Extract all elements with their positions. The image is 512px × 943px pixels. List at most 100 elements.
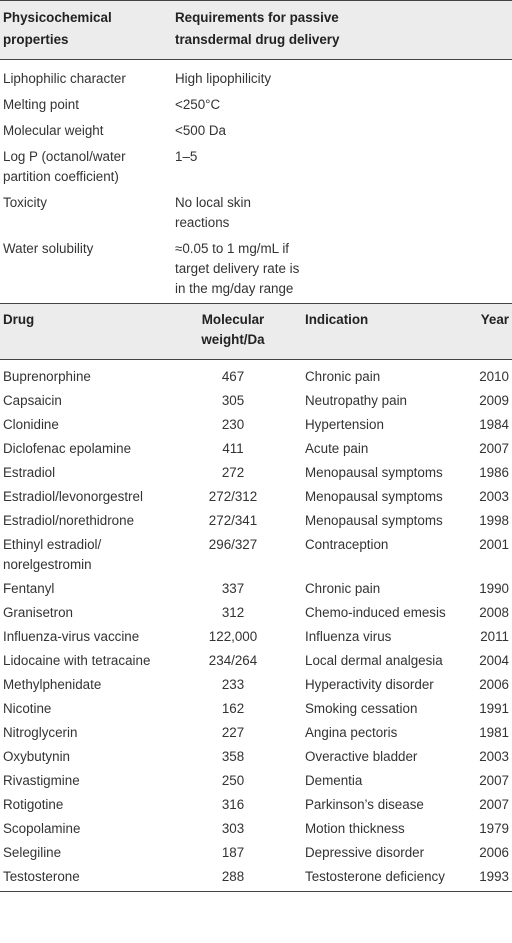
drug-cell: Testosterone [0, 865, 171, 892]
requirement-cell: 1–5 [175, 149, 198, 164]
molecular-weight-cell: 312 [221, 605, 245, 620]
drug-cell: Rivastigmine [3, 773, 80, 788]
properties-header-row: Physicochemical properties Requirements … [0, 0, 512, 60]
table-row: Lidocaine with tetracaine 234/264 Local de… [0, 649, 512, 673]
header-year: Year [465, 303, 512, 360]
requirement-cell: ≈0.05 to 1 mg/mL if target delivery rate… [175, 241, 300, 296]
year-cell: 2009 [479, 393, 509, 408]
molecular-weight-cell: 122,000 [208, 629, 258, 644]
drug-cell: Selegiline [3, 845, 62, 860]
drug-cell: Ethinyl estradiol/ norelgestromin [3, 537, 102, 572]
indication-cell: Neutropathy pain [305, 393, 407, 408]
header-requirements-text: Requirements for passive transdermal dru… [175, 10, 340, 47]
table-row: Water solubility ≈0.05 to 1 mg/mL if tar… [0, 237, 512, 303]
indication-cell: Contraception [305, 537, 389, 552]
indication-cell: Smoking cessation [305, 701, 418, 716]
indication-cell: Chronic pain [305, 369, 381, 384]
molecular-weight-cell: 227 [221, 725, 245, 740]
year-cell: 1981 [479, 725, 509, 740]
molecular-weight-cell: 303 [221, 821, 245, 836]
indication-cell: Local dermal analgesia [305, 653, 443, 668]
table-row: Buprenorphine 467 Chronic pain 2010 [0, 360, 512, 390]
year-cell: 1998 [479, 513, 509, 528]
molecular-weight-cell: 305 [221, 393, 245, 408]
indication-cell: Depressive disorder [305, 845, 425, 860]
indication-cell: Hyperactivity disorder [305, 677, 434, 692]
year-cell: 1993 [465, 865, 512, 892]
drugs-header-row: Drug Molecular weight/Da Indication Year [0, 303, 512, 360]
table-row: Molecular weight <500 Da [0, 119, 512, 145]
requirement-cell: <250°C [175, 97, 221, 112]
requirement-cell: <500 Da [175, 123, 226, 138]
indication-cell: Menopausal symptoms [305, 465, 443, 480]
year-cell: 1986 [479, 465, 509, 480]
table-row: Influenza-virus vaccine 122,000 Influenza … [0, 625, 512, 649]
indication-cell: Parkinson’s disease [305, 797, 424, 812]
property-cell: Molecular weight [3, 123, 104, 138]
drug-cell: Scopolamine [3, 821, 81, 836]
drug-cell: Fentanyl [3, 581, 55, 596]
requirement-cell: High lipophilicity [175, 71, 272, 86]
drug-cell: Influenza-virus vaccine [3, 629, 140, 644]
drug-cell: Granisetron [3, 605, 73, 620]
table-row: Ethinyl estradiol/ norelgestromin 296/327… [0, 533, 512, 577]
indication-cell: Testosterone deficiency [295, 865, 465, 892]
year-cell: 2007 [479, 441, 509, 456]
molecular-weight-cell: 316 [221, 797, 245, 812]
year-cell: 2010 [479, 369, 509, 384]
table-row: Methylphenidate 233 Hyperactivity disorder… [0, 673, 512, 697]
indication-cell: Chronic pain [305, 581, 381, 596]
property-cell: Toxicity [3, 195, 47, 210]
table-row: Rotigotine 316 Parkinson’s disease 2007 [0, 793, 512, 817]
molecular-weight-cell: 233 [221, 677, 245, 692]
property-cell: Melting point [3, 97, 79, 112]
indication-cell: Menopausal symptoms [305, 489, 443, 504]
header-physicochemical-properties: Physicochemical properties [0, 0, 175, 60]
drug-cell: Nitroglycerin [3, 725, 78, 740]
indication-cell: Menopausal symptoms [305, 513, 443, 528]
molecular-weight-cell: 187 [221, 845, 245, 860]
year-cell: 2001 [479, 537, 509, 552]
year-cell: 2008 [479, 605, 509, 620]
indication-cell: Angina pectoris [305, 725, 398, 740]
molecular-weight-cell: 411 [222, 441, 244, 456]
table-row: Melting point <250°C [0, 93, 512, 119]
table-row: Selegiline 187 Depressive disorder 2006 [0, 841, 512, 865]
drug-cell: Oxybutynin [3, 749, 70, 764]
molecular-weight-cell: 250 [221, 773, 245, 788]
drug-cell: Nicotine [3, 701, 52, 716]
molecular-weight-cell: 272/312 [208, 489, 258, 504]
molecular-weight-cell: 358 [221, 749, 245, 764]
table-row: Toxicity No local skin reactions [0, 191, 512, 237]
table-row: Estradiol/norethidrone 272/341 Menopausal … [0, 509, 512, 533]
year-cell: 1979 [479, 821, 509, 836]
property-cell: Log P (octanol/water partition coefficie… [3, 149, 126, 184]
header-requirements: Requirements for passive transdermal dru… [175, 0, 512, 60]
indication-cell: Chemo-induced emesis [305, 605, 446, 620]
table-row: Nicotine 162 Smoking cessation 1991 [0, 697, 512, 721]
drug-cell: Methylphenidate [3, 677, 102, 692]
drug-cell: Estradiol/levonorgestrel [3, 489, 143, 504]
year-cell: 2003 [479, 749, 509, 764]
year-cell: 2006 [479, 677, 509, 692]
table-row: Liphophilic character High lipophilicity [0, 60, 512, 94]
table-row: Testosterone 288 Testosterone deficiency 19… [0, 865, 512, 892]
indication-cell: Acute pain [305, 441, 369, 456]
molecular-weight-cell: 337 [221, 581, 245, 596]
indication-cell: Hypertension [305, 417, 384, 432]
table-row: Diclofenac epolamine 411 Acute pain 2007 [0, 437, 512, 461]
properties-table: Physicochemical properties Requirements … [0, 0, 512, 303]
year-cell: 1984 [479, 417, 509, 432]
drug-cell: Clonidine [3, 417, 59, 432]
drugs-table: Drug Molecular weight/Da Indication Year… [0, 303, 512, 892]
drug-cell: Capsaicin [3, 393, 62, 408]
drug-cell: Estradiol [3, 465, 56, 480]
year-cell: 1991 [479, 701, 509, 716]
table-row: Scopolamine 303 Motion thickness 1979 [0, 817, 512, 841]
table-row: Granisetron 312 Chemo-induced emesis 2008 [0, 601, 512, 625]
table-row: Estradiol 272 Menopausal symptoms 1986 [0, 461, 512, 485]
property-cell: Water solubility [3, 241, 94, 256]
table-row: Fentanyl 337 Chronic pain 1990 [0, 577, 512, 601]
year-cell: 2006 [479, 845, 509, 860]
table-row: Capsaicin 305 Neutropathy pain 2009 [0, 389, 512, 413]
